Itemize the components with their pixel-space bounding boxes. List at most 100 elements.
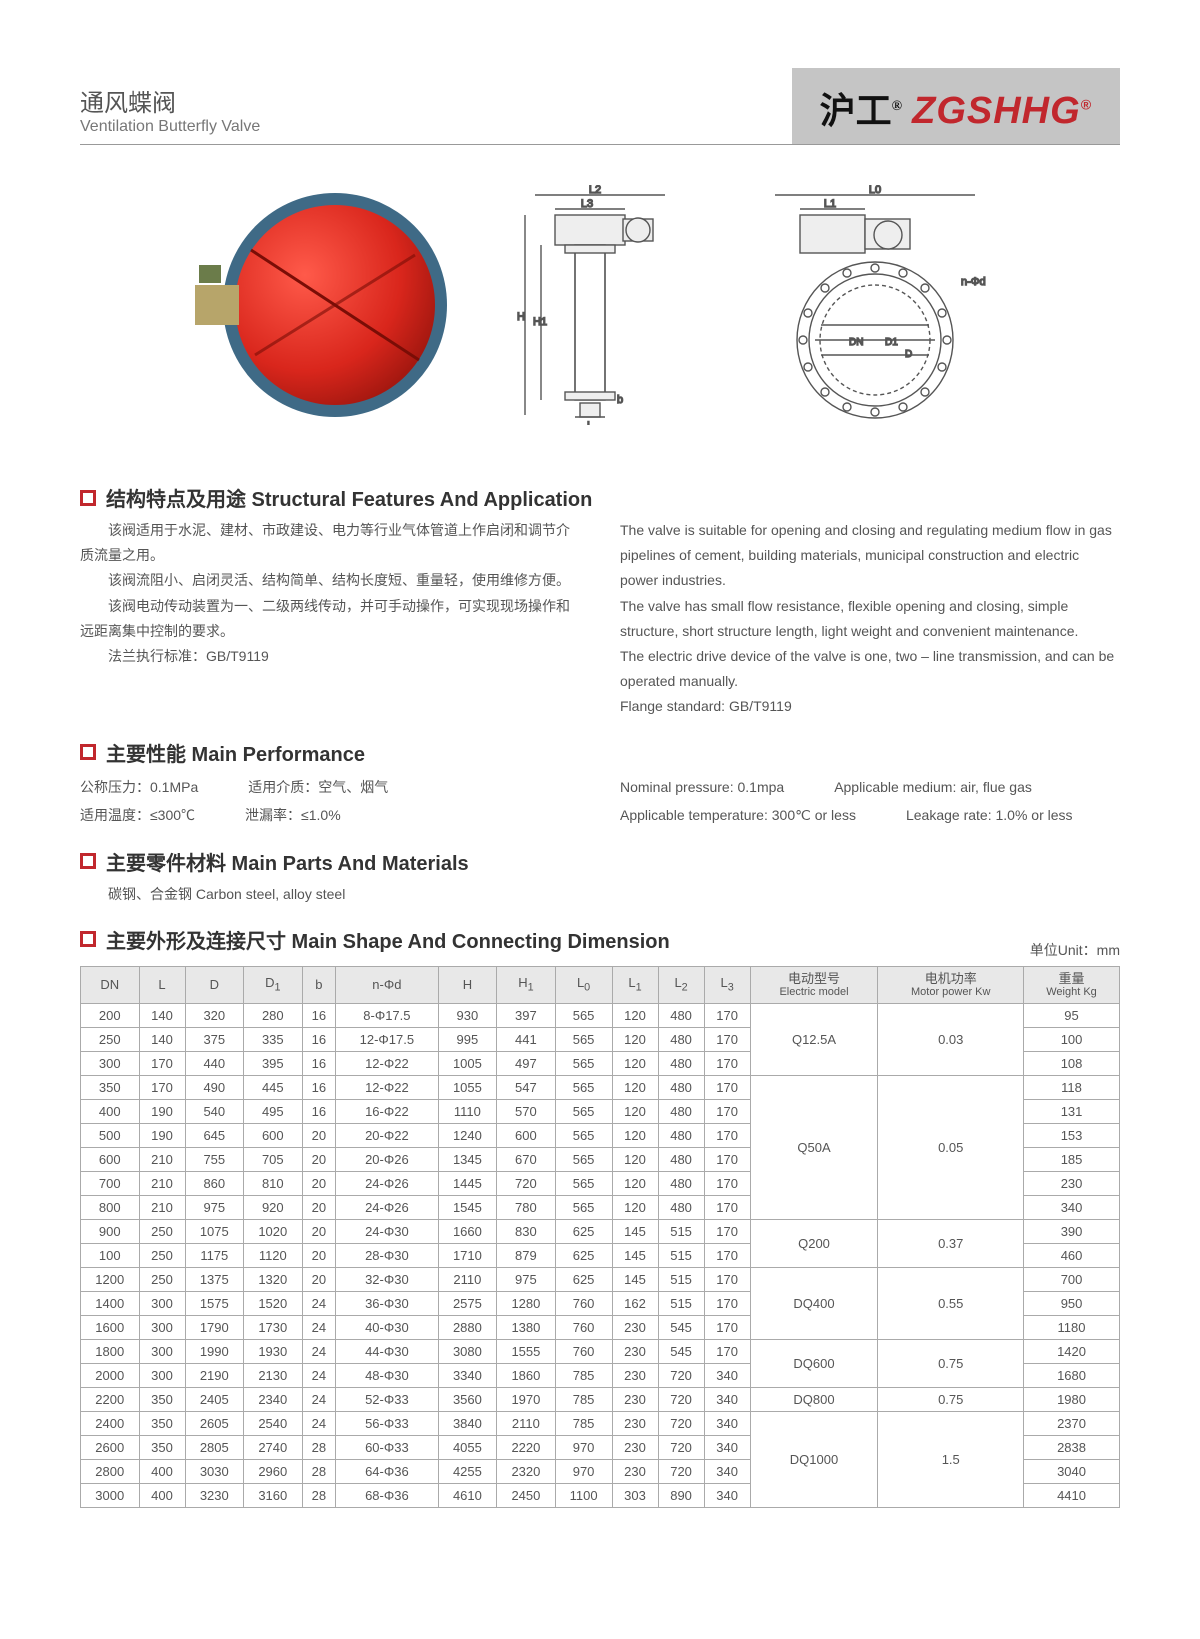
table-cell: 1660 <box>438 1220 497 1244</box>
table-cell: 118 <box>1024 1076 1120 1100</box>
table-cell: 515 <box>658 1220 704 1244</box>
table-cell: 120 <box>612 1172 658 1196</box>
table-cell: 700 <box>81 1172 140 1196</box>
table-cell: 12-Φ22 <box>336 1076 439 1100</box>
table-cell: 760 <box>555 1292 612 1316</box>
s1-cn-p4: 法兰执行标准：GB/T9119 <box>80 644 580 669</box>
table-cell: 24 <box>302 1364 336 1388</box>
table-cell: 480 <box>658 1004 704 1028</box>
table-cell: 3560 <box>438 1388 497 1412</box>
table-cell: 3160 <box>244 1484 303 1508</box>
table-cell: 210 <box>139 1148 185 1172</box>
table-cell: 445 <box>244 1076 303 1100</box>
table-cell: 1345 <box>438 1148 497 1172</box>
s1-en-p1: The valve is suitable for opening and cl… <box>620 518 1120 594</box>
table-row: 900250107510202024-Φ30166083062514551517… <box>81 1220 1120 1244</box>
figure-row: L2 L3 H H1 L b L0 L1 <box>80 155 1120 465</box>
square-bullet-icon <box>80 490 96 506</box>
table-cell: 24-Φ26 <box>336 1196 439 1220</box>
table-cell: 300 <box>139 1364 185 1388</box>
table-cell: 1860 <box>497 1364 556 1388</box>
table-cell: 3030 <box>185 1460 244 1484</box>
table-cell: 170 <box>704 1076 750 1100</box>
section-4-title: 主要外形及连接尺寸 Main Shape And Connecting Dime… <box>106 925 670 954</box>
table-cell: 2880 <box>438 1316 497 1340</box>
table-cell: 170 <box>704 1220 750 1244</box>
table-cell: 100 <box>1024 1028 1120 1052</box>
table-cell: 56-Φ33 <box>336 1412 439 1436</box>
table-cell: 480 <box>658 1148 704 1172</box>
table-cell: 625 <box>555 1220 612 1244</box>
tech-drawing-side: L2 L3 H H1 L b <box>495 185 705 425</box>
table-cell: 480 <box>658 1076 704 1100</box>
table-cell: 185 <box>1024 1148 1120 1172</box>
table-cell: 890 <box>658 1484 704 1508</box>
table-cell: 1100 <box>555 1484 612 1508</box>
table-cell: 1075 <box>185 1220 244 1244</box>
table-header: DN <box>81 966 140 1004</box>
table-cell: 950 <box>1024 1292 1120 1316</box>
table-cell: 340 <box>1024 1196 1120 1220</box>
table-cell: 44-Φ30 <box>336 1340 439 1364</box>
table-cell: 3040 <box>1024 1460 1120 1484</box>
table-row: 1200250137513202032-Φ3021109756251455151… <box>81 1268 1120 1292</box>
table-cell: 170 <box>704 1268 750 1292</box>
table-cell: 395 <box>244 1052 303 1076</box>
table-cell: 4610 <box>438 1484 497 1508</box>
table-cell: 2838 <box>1024 1436 1120 1460</box>
table-header: L1 <box>612 966 658 1004</box>
table-cell: 700 <box>1024 1268 1120 1292</box>
table-cell: 565 <box>555 1172 612 1196</box>
table-cell: 800 <box>81 1196 140 1220</box>
table-cell: 200 <box>81 1004 140 1028</box>
section-1-body: 该阀适用于水泥、建材、市政建设、电力等行业气体管道上作启闭和调节介质流量之用。 … <box>80 518 1120 720</box>
table-cell: 48-Φ30 <box>336 1364 439 1388</box>
table-cell: 36-Φ30 <box>336 1292 439 1316</box>
s1-en-p4: Flange standard: GB/T9119 <box>620 694 1120 719</box>
table-cell: 440 <box>185 1052 244 1076</box>
table-cell: 480 <box>658 1100 704 1124</box>
table-header: 重量Weight Kg <box>1024 966 1120 1004</box>
table-cell: 390 <box>1024 1220 1120 1244</box>
table-cell: 68-Φ36 <box>336 1484 439 1508</box>
table-cell: 1680 <box>1024 1364 1120 1388</box>
table-cell: 720 <box>658 1364 704 1388</box>
table-cell: 16 <box>302 1076 336 1100</box>
table-cell: 2320 <box>497 1460 556 1484</box>
table-cell: 2575 <box>438 1292 497 1316</box>
table-cell: 2805 <box>185 1436 244 1460</box>
table-cell: 400 <box>81 1100 140 1124</box>
table-cell: 28 <box>302 1484 336 1508</box>
table-cell: 60-Φ33 <box>336 1436 439 1460</box>
table-cell: 153 <box>1024 1124 1120 1148</box>
table-cell: 0.37 <box>878 1220 1024 1268</box>
table-cell: 920 <box>244 1196 303 1220</box>
table-cell: 350 <box>81 1076 140 1100</box>
table-cell: 145 <box>612 1220 658 1244</box>
table-header: 电动型号Electric model <box>750 966 878 1004</box>
table-cell: 1800 <box>81 1340 140 1364</box>
table-cell: 8-Φ17.5 <box>336 1004 439 1028</box>
table-cell: 0.03 <box>878 1004 1024 1076</box>
table-cell: 480 <box>658 1196 704 1220</box>
table-cell: 1375 <box>185 1268 244 1292</box>
table-cell: 20 <box>302 1148 336 1172</box>
table-cell: 1005 <box>438 1052 497 1076</box>
table-cell: 2000 <box>81 1364 140 1388</box>
square-bullet-icon <box>80 931 96 947</box>
table-header: L0 <box>555 966 612 1004</box>
table-cell: 1520 <box>244 1292 303 1316</box>
table-cell: 12-Φ22 <box>336 1052 439 1076</box>
svg-text:D1: D1 <box>885 337 898 348</box>
table-cell: 230 <box>1024 1172 1120 1196</box>
title-block: 通风蝶阀 Ventilation Butterfly Valve <box>80 83 260 136</box>
table-cell: 400 <box>139 1460 185 1484</box>
table-cell: 480 <box>658 1124 704 1148</box>
title-en: Ventilation Butterfly Valve <box>80 118 260 136</box>
table-cell: 4055 <box>438 1436 497 1460</box>
s2-cn-med: 适用介质：空气、烟气 <box>248 773 388 801</box>
table-cell: 1730 <box>244 1316 303 1340</box>
section-3-head: 主要零件材料 Main Parts And Materials <box>80 847 1120 876</box>
table-cell: 1420 <box>1024 1340 1120 1364</box>
table-cell: 170 <box>704 1244 750 1268</box>
